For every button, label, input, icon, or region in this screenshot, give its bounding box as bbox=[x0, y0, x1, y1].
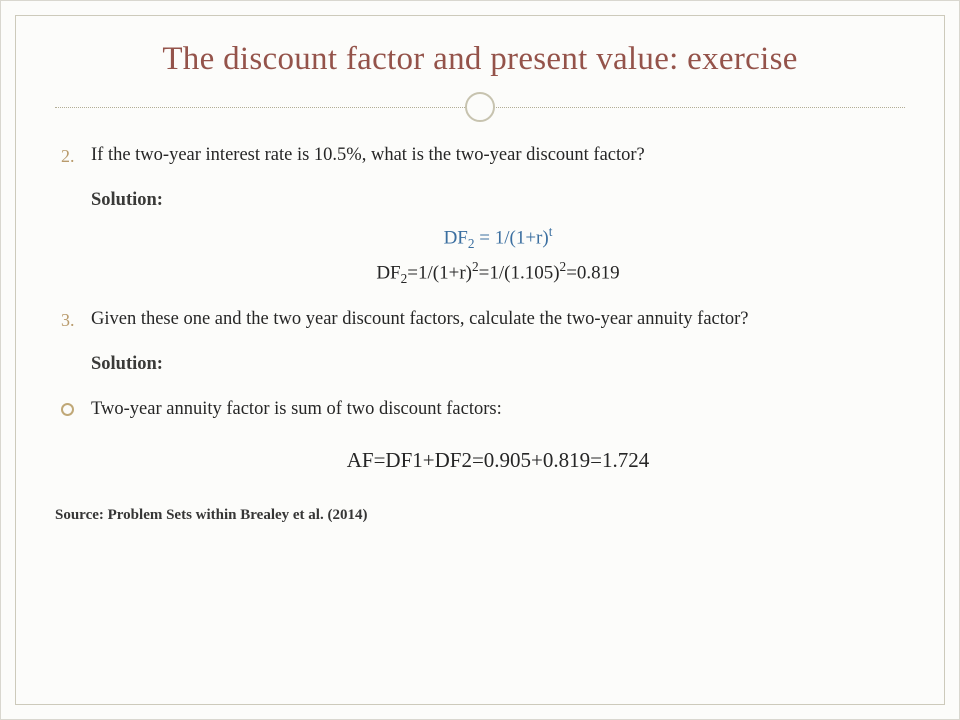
list-marker-3: 3. bbox=[61, 307, 75, 333]
slide: The discount factor and present value: e… bbox=[0, 0, 960, 720]
separator bbox=[55, 94, 905, 120]
question-3-text: Given these one and the two year discoun… bbox=[91, 309, 749, 329]
source-citation: Source: Problem Sets within Brealey et a… bbox=[55, 507, 905, 524]
formula-af: AF=DF1+DF2=0.905+0.819=1.724 bbox=[91, 445, 905, 475]
solution-label-2: Solution: bbox=[91, 187, 905, 214]
bullet-icon bbox=[61, 403, 74, 416]
solution-label-3: Solution: bbox=[91, 351, 905, 378]
slide-title: The discount factor and present value: e… bbox=[55, 41, 905, 78]
formula-df-numeric: DF2=1/(1+r)2=1/(1.105)2=0.819 bbox=[91, 257, 905, 288]
annuity-explain-text: Two-year annuity factor is sum of two di… bbox=[91, 399, 502, 419]
question-item-3: 3. Given these one and the two year disc… bbox=[61, 306, 905, 378]
list-marker-2: 2. bbox=[61, 143, 75, 169]
formula-df-general: DF2 = 1/(1+r)t bbox=[91, 222, 905, 253]
bullet-item-annuity: Two-year annuity factor is sum of two di… bbox=[61, 396, 905, 475]
body-list: 2. If the two-year interest rate is 10.5… bbox=[61, 142, 905, 475]
separator-circle-icon bbox=[465, 92, 495, 122]
question-item-2: 2. If the two-year interest rate is 10.5… bbox=[61, 142, 905, 288]
question-2-text: If the two-year interest rate is 10.5%, … bbox=[91, 145, 645, 165]
